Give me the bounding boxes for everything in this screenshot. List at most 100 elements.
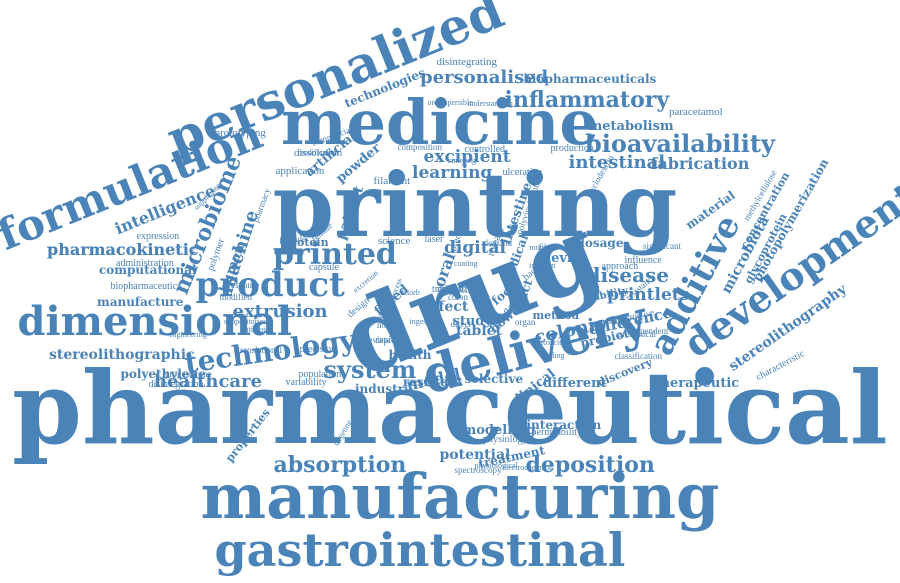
word-deposition: deposition (525, 452, 655, 478)
word-physiology: physiology (483, 434, 528, 445)
word-industry: industry (355, 382, 411, 396)
word-system: system (323, 355, 417, 384)
word-data: data (427, 314, 443, 325)
word-influence: influence (624, 255, 662, 266)
word-gastrointestinal: gastrointestinal (214, 523, 626, 577)
word-excipient: excipient (423, 146, 511, 167)
word-composition: composition (397, 141, 443, 152)
word-filament: filament (373, 174, 411, 187)
word-approach: approach (601, 261, 639, 272)
word-laser: laser (424, 234, 444, 245)
word-population: population (298, 369, 342, 380)
word-antibiotic: antibiotic (241, 325, 272, 334)
word-method: method (532, 308, 580, 322)
word-pharmaceutical: pharmaceutical (12, 349, 888, 467)
word-capsule: capsule (309, 262, 339, 273)
word-protein: protein (283, 235, 329, 249)
word-modified: modified (219, 291, 253, 302)
word-production: production (550, 143, 594, 154)
word-disease: disease (586, 263, 670, 287)
word-precision: precision (299, 344, 337, 355)
word-engineering: engineering (169, 330, 207, 339)
word-modelling: modelling (462, 422, 536, 438)
word-biopharmaceuticals: biopharmaceuticals (523, 72, 657, 86)
word-inflammatory: inflammatory (504, 87, 670, 113)
word-printlets: printlets (607, 284, 690, 305)
word-manufacture: manufacture (97, 295, 184, 309)
word-preclinical: preclinical (618, 328, 656, 339)
word-variability: variability (285, 377, 327, 388)
word-healthcare: healthcare (154, 371, 262, 392)
word-translational: translational (237, 344, 283, 355)
word-learning: learning (412, 162, 493, 183)
word-suppositories: suppositories (224, 317, 267, 326)
word-orodispersible: orodispersible (427, 98, 473, 107)
word-mimic: mimic (437, 284, 463, 295)
word-intestinal: intestinal (568, 152, 666, 173)
word-tablet: tablet (456, 323, 503, 339)
word-pharmacokinetic: pharmacokinetic (47, 240, 199, 259)
word-extrusion: extrusion (232, 301, 328, 322)
word-sintering: sintering (448, 156, 476, 165)
word-absorb: absorb (398, 288, 420, 297)
word-toxicity: toxicity (541, 338, 566, 347)
word-healing: healing (541, 351, 565, 360)
word-rapid: rapid (375, 335, 397, 346)
word-electrochemical: electrochemical (502, 463, 554, 472)
word-organ: organ (515, 316, 536, 327)
word-ileal: ileal (482, 309, 496, 318)
word-solid: solid (457, 284, 475, 295)
word-effect: effect (424, 299, 469, 315)
word-infusion: infusion (529, 261, 556, 270)
word-computational: computational (99, 263, 197, 277)
word-dissolution: dissolution (294, 146, 343, 159)
word-science: science (378, 234, 411, 247)
word-direct: direct (450, 318, 472, 329)
word-printing: printing (272, 153, 678, 257)
word-medicine: medicine (281, 86, 599, 159)
word-paracetamol: paracetamol (669, 105, 723, 118)
word-pharmacokinetic: pharmacokinetic (47, 240, 199, 259)
word-personalised: personalised (420, 67, 549, 88)
word-dosage: dosage (576, 236, 624, 250)
word-spectroscopy: spectroscopy (454, 464, 502, 475)
word-polyethylene: polyethylene (120, 367, 206, 381)
word-review: review (365, 334, 391, 345)
word-mucosal: mucosal (529, 243, 557, 252)
word-expression: expression (136, 231, 180, 242)
word-resistant: resistant (403, 375, 463, 389)
word-application: application (275, 164, 325, 177)
word-different: different (543, 375, 607, 391)
word-dimensional: dimensional (17, 298, 293, 345)
word-disintegration: disintegration (148, 379, 204, 390)
word-understanding: understanding (467, 99, 513, 108)
word-health: health (388, 348, 432, 362)
word-selective: selective (464, 372, 524, 386)
word-disintegrating: disintegrating (436, 55, 498, 68)
word-novel: novel (377, 319, 397, 330)
word-ingestion: ingestion (409, 317, 439, 326)
word-demand: demand (483, 237, 513, 248)
word-manufacturing: manufacturing (200, 460, 720, 533)
word-progesterone: progesterone (165, 368, 212, 379)
word-colon: colon (448, 291, 468, 302)
word-printed: printed (273, 237, 397, 272)
word-film: film (538, 241, 554, 252)
word-product: product (195, 265, 345, 305)
word-response: response (228, 279, 260, 290)
word-administration: administration (116, 258, 174, 269)
word-coating: coating (454, 259, 478, 268)
word-dependent: dependent (631, 325, 669, 336)
word-prototyping: prototyping (214, 126, 266, 139)
word-biopharmaceutics: biopharmaceutics (110, 281, 182, 292)
word-classification: classification (614, 350, 662, 361)
word-permeability: permeability (531, 427, 583, 438)
word-significant: significant (643, 240, 681, 251)
word-metabolism: metabolism (588, 118, 674, 134)
word-transport: transport (432, 284, 468, 295)
word-therapeutic: therapeutic (654, 375, 740, 391)
word-stereolithographic: stereolithographic (49, 347, 195, 363)
word-digital: digital (444, 237, 507, 258)
word-modification: modification (297, 148, 339, 157)
